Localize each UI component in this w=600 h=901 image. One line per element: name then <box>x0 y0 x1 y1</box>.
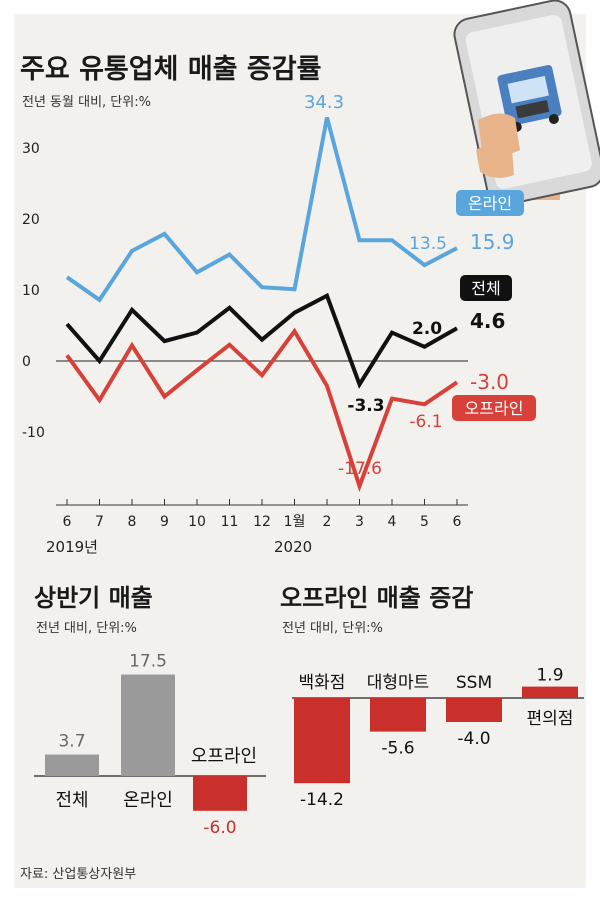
legend-offline-label: 오프라인 <box>465 399 524 418</box>
label-offline-may: -6.1 <box>409 412 442 432</box>
y-tick-label: 30 <box>22 141 40 157</box>
category-label-offline-change: 대형마트 <box>367 673 430 693</box>
x-tick-label: 5 <box>420 514 429 530</box>
legend-total: 전체 <box>460 275 512 301</box>
legend-offline: 오프라인 <box>452 395 536 421</box>
x-tick-label: 10 <box>188 514 206 530</box>
x-tick-label: 2 <box>323 514 332 530</box>
x-tick-label: 12 <box>253 514 271 530</box>
x-tick-label: 1월 <box>284 514 306 530</box>
year-label-2019: 2019년 <box>46 538 98 556</box>
offline-change-subtitle: 전년 대비, 단위:% <box>282 621 383 636</box>
half-year-bar-chart: 3.7 전체 17.5 온라인 -6.0 오프라인 <box>34 652 266 838</box>
bar-half-year <box>121 674 175 776</box>
bar-offline-change <box>370 698 426 732</box>
value-label-half-year: -6.0 <box>203 818 236 838</box>
legend-online: 온라인 <box>456 190 524 216</box>
half-year-subtitle: 전년 대비, 단위:% <box>36 621 137 636</box>
offline-change-title: 오프라인 매출 증감 <box>280 584 473 612</box>
label-online-jun: 15.9 <box>470 230 515 254</box>
y-tick-label: 10 <box>22 283 40 299</box>
category-label-half-year: 오프라인 <box>191 746 257 767</box>
x-tick-label: 8 <box>128 514 137 530</box>
label-total-mar: -3.3 <box>347 396 384 416</box>
x-tick-label: 6 <box>453 514 462 530</box>
value-label-offline-change: -14.2 <box>300 790 344 810</box>
category-label-offline-change: SSM <box>456 673 492 693</box>
x-tick-label: 6 <box>63 514 72 530</box>
bar-half-year <box>45 754 99 776</box>
label-online-may: 13.5 <box>409 234 447 254</box>
series-line-online <box>65 116 458 303</box>
phone-hand-illustration <box>453 0 600 207</box>
value-label-offline-change: -4.0 <box>457 729 490 749</box>
bar-half-year <box>193 776 247 811</box>
label-online-peak: 34.3 <box>304 92 344 113</box>
main-subtitle: 전년 동월 대비, 단위:% <box>22 95 151 110</box>
label-offline-mar: -17.6 <box>338 459 382 479</box>
line-chart-labels: 34.3 13.5 15.9 -3.3 2.0 4.6 -17.6 -6.1 -… <box>304 92 515 479</box>
series-line-total <box>65 292 458 389</box>
x-tick-label: 3 <box>355 514 364 530</box>
category-label-half-year: 온라인 <box>123 790 173 811</box>
category-label-half-year: 전체 <box>55 790 88 811</box>
y-tick-label: -10 <box>22 425 45 441</box>
offline-change-bar-chart: -14.2 백화점 -5.6 대형마트 -4.0 SSM 1.9 편의점 <box>292 666 584 810</box>
value-label-half-year: 3.7 <box>58 732 85 752</box>
source-note: 자료: 산업통상자원부 <box>20 867 136 882</box>
year-label-2020: 2020 <box>274 538 312 556</box>
x-tick-label: 9 <box>160 514 169 530</box>
y-tick-label: 20 <box>22 212 40 228</box>
bar-offline-change <box>522 686 578 698</box>
value-label-offline-change: -5.6 <box>381 739 414 759</box>
bar-offline-change <box>294 698 350 784</box>
x-tick-label: 11 <box>221 514 239 530</box>
value-label-half-year: 17.5 <box>129 652 167 672</box>
x-tick-label: 7 <box>95 514 104 530</box>
category-label-offline-change: 백화점 <box>299 673 346 693</box>
legend-total-label: 전체 <box>471 279 500 298</box>
line-chart-series <box>65 116 459 493</box>
y-tick-label: 0 <box>22 354 31 370</box>
bar-offline-change <box>446 698 502 722</box>
legend-online-label: 온라인 <box>468 194 512 213</box>
series-line-offline <box>65 327 459 493</box>
main-title: 주요 유통업체 매출 증감률 <box>20 54 321 85</box>
value-label-offline-change: 1.9 <box>536 666 563 686</box>
x-tick-label: 4 <box>388 514 397 530</box>
category-label-offline-change: 편의점 <box>527 709 574 729</box>
label-total-may: 2.0 <box>412 319 442 339</box>
label-offline-jun: -3.0 <box>470 370 509 394</box>
line-chart-axes: 30 20 10 0 -10 6 7 8 9 10 11 12 1월 2 3 4 5 6 <box>22 141 468 530</box>
label-total-jun: 4.6 <box>470 309 505 333</box>
half-year-title: 상반기 매출 <box>34 584 153 612</box>
